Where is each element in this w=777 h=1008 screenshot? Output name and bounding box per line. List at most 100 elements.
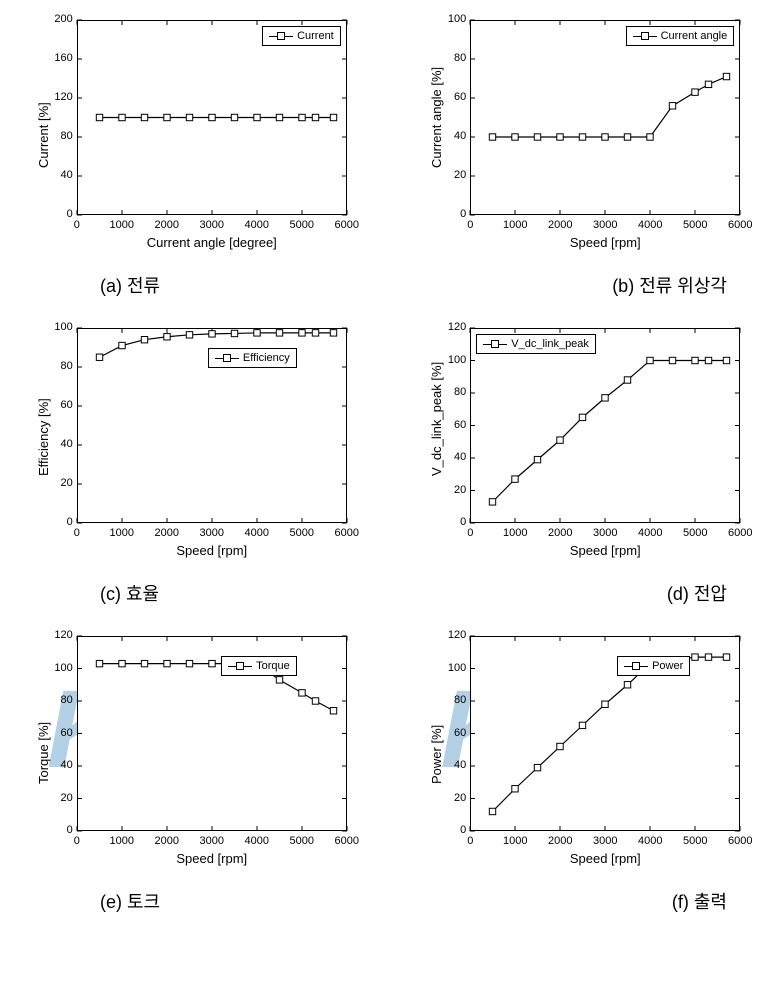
data-marker [706, 357, 712, 363]
data-marker [299, 330, 305, 336]
chart-caption: (f) 출력 [672, 888, 727, 914]
data-line [493, 657, 727, 811]
data-marker [96, 354, 102, 360]
legend-marker-icon [483, 339, 507, 349]
data-marker [490, 499, 496, 505]
data-line [493, 361, 727, 502]
chart-panel-c: 0100020003000400050006000020406080100Spe… [10, 318, 374, 606]
legend: V_dc_link_peak [476, 334, 596, 354]
legend-marker-icon [215, 353, 239, 363]
data-marker [625, 682, 631, 688]
chart-panel-e: Keit010002000300040005000600002040608010… [10, 626, 374, 914]
data-marker [670, 357, 676, 363]
data-marker [512, 476, 518, 482]
data-marker [580, 414, 586, 420]
y-axis-label: Current [%] [36, 102, 51, 168]
chart-panel-f: Keit010002000300040005000600002040608010… [404, 626, 768, 914]
chart-panel-b: 0100020003000400050006000020406080100Spe… [404, 10, 768, 298]
data-marker [647, 357, 653, 363]
legend: Current [262, 26, 341, 46]
legend: Torque [221, 656, 297, 676]
legend-label: Efficiency [243, 352, 290, 364]
data-marker [164, 334, 170, 340]
chart-caption: (b) 전류 위상각 [612, 272, 727, 298]
data-marker [312, 330, 318, 336]
legend-marker-icon [228, 661, 252, 671]
y-axis-label: Current angle [%] [429, 66, 444, 167]
chart-caption: (d) 전압 [667, 580, 727, 606]
data-marker [724, 73, 730, 79]
data-marker [141, 114, 147, 120]
data-marker [119, 342, 125, 348]
chart-panel-d: 0100020003000400050006000020406080100120… [404, 318, 768, 606]
data-marker [186, 660, 192, 666]
data-marker [602, 701, 608, 707]
data-marker [96, 660, 102, 666]
chart-svg [415, 626, 755, 876]
data-marker [209, 660, 215, 666]
data-marker [490, 134, 496, 140]
data-marker [96, 114, 102, 120]
chart-e: Keit010002000300040005000600002040608010… [22, 626, 362, 876]
data-marker [254, 114, 260, 120]
data-marker [602, 134, 608, 140]
data-marker [490, 808, 496, 814]
data-marker [625, 134, 631, 140]
data-marker [209, 331, 215, 337]
chart-panel-a: 010002000300040005000600004080120160200C… [10, 10, 374, 298]
y-axis-label: Torque [%] [36, 721, 51, 783]
chart-a: 010002000300040005000600004080120160200C… [22, 10, 362, 260]
chart-f: Keit010002000300040005000600002040608010… [415, 626, 755, 876]
data-marker [186, 332, 192, 338]
legend: Current angle [626, 26, 735, 46]
data-marker [535, 764, 541, 770]
data-marker [692, 89, 698, 95]
data-marker [724, 357, 730, 363]
data-marker [276, 114, 282, 120]
data-marker [231, 114, 237, 120]
chart-c: 0100020003000400050006000020406080100Spe… [22, 318, 362, 568]
x-axis-label: Speed [rpm] [77, 543, 347, 558]
data-marker [692, 654, 698, 660]
data-marker [141, 337, 147, 343]
data-marker [692, 357, 698, 363]
legend: Efficiency [208, 348, 297, 368]
data-marker [557, 743, 563, 749]
chart-caption: (e) 토크 [100, 888, 160, 914]
data-marker [724, 654, 730, 660]
y-axis-label: Power [%] [429, 724, 444, 783]
data-marker [209, 114, 215, 120]
data-marker [580, 134, 586, 140]
data-marker [706, 654, 712, 660]
legend-marker-icon [633, 31, 657, 41]
y-axis-label: V_dc_link_peak [%] [429, 361, 444, 475]
data-marker [670, 103, 676, 109]
data-marker [141, 660, 147, 666]
data-marker [557, 437, 563, 443]
x-axis-label: Speed [rpm] [470, 543, 740, 558]
data-marker [276, 677, 282, 683]
chart-b: 0100020003000400050006000020406080100Spe… [415, 10, 755, 260]
data-marker [254, 330, 260, 336]
data-marker [535, 134, 541, 140]
data-marker [164, 660, 170, 666]
chart-d: 0100020003000400050006000020406080100120… [415, 318, 755, 568]
legend: Power [617, 656, 690, 676]
data-marker [231, 330, 237, 336]
legend-label: Torque [256, 660, 290, 672]
data-marker [512, 134, 518, 140]
y-axis-label: Efficiency [%] [36, 398, 51, 476]
chart-svg [22, 626, 362, 876]
x-axis-label: Current angle [degree] [77, 235, 347, 250]
data-line [99, 664, 333, 711]
chart-svg [22, 318, 362, 568]
legend-label: Current angle [661, 30, 728, 42]
data-marker [330, 708, 336, 714]
data-marker [557, 134, 563, 140]
x-axis-label: Speed [rpm] [470, 235, 740, 250]
chart-svg [415, 10, 755, 260]
data-marker [299, 114, 305, 120]
x-axis-label: Speed [rpm] [470, 851, 740, 866]
data-marker [299, 690, 305, 696]
data-marker [535, 456, 541, 462]
